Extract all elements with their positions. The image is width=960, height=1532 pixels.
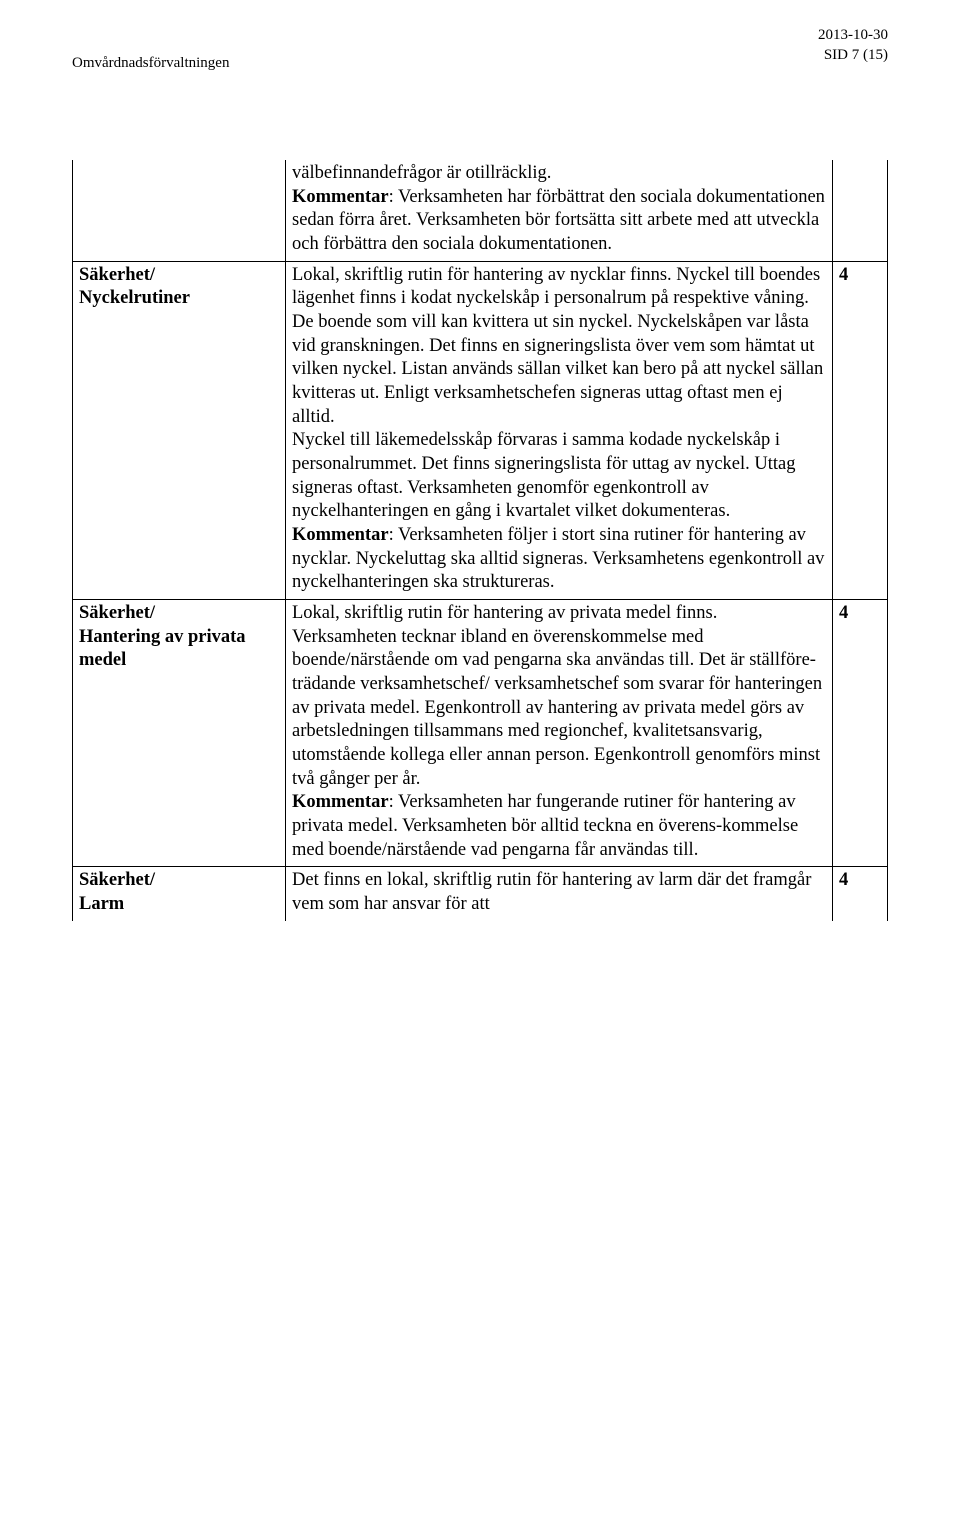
row-score: 4 [833, 867, 888, 921]
row-body: Lokal, skriftlig rutin för hantering av … [286, 600, 833, 867]
criteria-table: välbefinnandefrågor är otillräcklig.Komm… [72, 160, 888, 921]
row-label [73, 160, 286, 261]
row-body: välbefinnandefrågor är otillräcklig.Komm… [286, 160, 833, 261]
table-row: Säkerhet/Hantering av privata medelLokal… [73, 600, 888, 867]
table-row: Säkerhet/NyckelrutinerLokal, skriftlig r… [73, 261, 888, 599]
header-date: 2013-10-30 [818, 26, 888, 46]
row-label: Säkerhet/Hantering av privata medel [73, 600, 286, 867]
row-label: Säkerhet/Nyckelrutiner [73, 261, 286, 599]
header-page-id: SID 7 (15) [818, 46, 888, 66]
row-label: Säkerhet/Larm [73, 867, 286, 921]
row-score: 4 [833, 600, 888, 867]
page: 2013-10-30 SID 7 (15) Omvårdnadsförvaltn… [0, 0, 960, 1532]
header-right: 2013-10-30 SID 7 (15) [818, 26, 888, 65]
row-body: Lokal, skriftlig rutin för hantering av … [286, 261, 833, 599]
row-score [833, 160, 888, 261]
table-row: Säkerhet/LarmDet finns en lokal, skriftl… [73, 867, 888, 921]
row-body: Det finns en lokal, skriftlig rutin för … [286, 867, 833, 921]
content: välbefinnandefrågor är otillräcklig.Komm… [72, 160, 888, 921]
row-score: 4 [833, 261, 888, 599]
header-org: Omvårdnadsförvaltningen [72, 55, 229, 72]
table-row: välbefinnandefrågor är otillräcklig.Komm… [73, 160, 888, 261]
